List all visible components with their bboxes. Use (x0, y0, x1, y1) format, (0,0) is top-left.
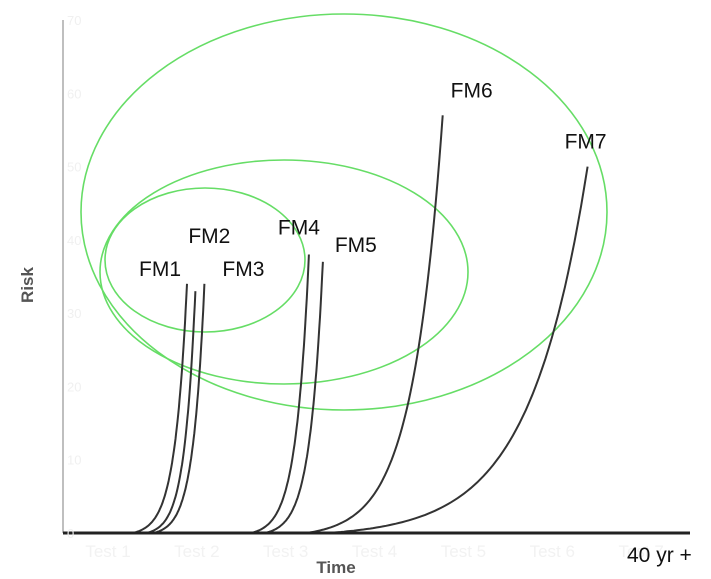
x-end-label: 40 yr + (627, 544, 692, 567)
y-axis-title: Risk (18, 267, 37, 303)
series-label-fm3: FM3 (222, 258, 264, 281)
x-tick-label-test-2: Test 2 (174, 542, 219, 561)
x-tick-label-test-4: Test 4 (352, 542, 397, 561)
group-ellipses (80, 13, 608, 411)
series-labels: FM1 FM2 FM3 FM4 FM5 FM6 FM7 (139, 79, 607, 281)
x-tick-label-test-5: Test 5 (441, 542, 486, 561)
y-tick-label-30: 30 (67, 306, 81, 321)
series-label-fm2: FM2 (188, 225, 230, 248)
y-tick-label-50: 50 (67, 160, 81, 175)
x-tick-label-test-6: Test 6 (530, 542, 575, 561)
group-ellipse-2 (99, 159, 469, 385)
x-tick-label-test-7: Test 7 (618, 542, 663, 561)
series-line-fm3 (63, 283, 206, 534)
x-tick-label-test-1: Test 1 (85, 542, 130, 561)
x-axis-title: Time (316, 558, 355, 577)
axes (62, 20, 690, 535)
y-tick-label-60: 60 (67, 86, 81, 101)
series-label-fm1: FM1 (139, 258, 181, 281)
series-line-fm7 (63, 166, 589, 534)
series-line-fm1 (63, 283, 188, 534)
y-tick-label-0: 0 (67, 526, 74, 541)
y-tick-label-40: 40 (67, 233, 81, 248)
series-curves (63, 115, 589, 534)
series-line-fm4 (63, 254, 310, 534)
tick-labels: 0 10 20 30 40 50 60 70 Test 1 Test 2 Test 3 Test 4 T… (67, 13, 664, 561)
series-label-fm5: FM5 (335, 234, 377, 257)
y-tick-label-10: 10 (67, 453, 81, 468)
series-line-fm2 (63, 291, 197, 534)
series-line-fm5 (63, 261, 324, 534)
group-ellipse-3 (80, 13, 608, 411)
y-tick-label-70: 70 (67, 13, 81, 28)
series-label-fm7: FM7 (565, 131, 607, 154)
series-label-fm4: FM4 (278, 217, 320, 240)
series-line-fm6 (63, 115, 444, 534)
series-label-fm6: FM6 (451, 79, 493, 102)
group-ellipse-1 (104, 187, 306, 333)
y-tick-label-20: 20 (67, 379, 81, 394)
x-tick-label-test-3: Test 3 (263, 542, 308, 561)
